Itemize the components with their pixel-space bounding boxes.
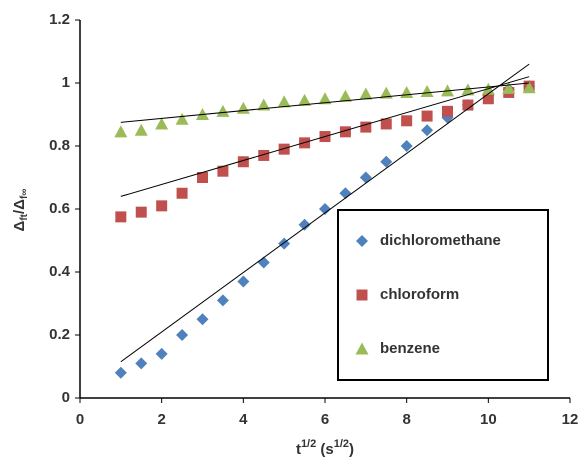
y-tick-label: 0 — [62, 389, 70, 406]
diamond-point — [319, 203, 331, 215]
diamond-point — [135, 357, 148, 370]
square-point — [442, 105, 453, 117]
triangle-point — [522, 81, 536, 94]
legend-label: benzene — [380, 340, 440, 357]
legend-label: dichloromethane — [380, 232, 501, 249]
square-point — [421, 110, 433, 122]
square-point — [339, 126, 351, 138]
legend-box — [337, 209, 549, 381]
triangle-point — [318, 92, 332, 105]
y-tick-label: 0.4 — [49, 263, 71, 280]
square-point — [115, 211, 127, 223]
triangle-point — [420, 85, 434, 98]
triangle-point — [400, 85, 414, 98]
x-label-part: t — [296, 441, 301, 458]
triangle-point — [298, 93, 312, 106]
x-label-part: 1/2 — [301, 438, 316, 450]
x-axis-label: t1/2 (s1/2) — [296, 438, 354, 458]
trendline — [120, 76, 530, 197]
trendline — [120, 82, 530, 123]
triangle-point — [134, 123, 148, 136]
triangle-point — [359, 87, 373, 100]
y-tick-label: 0.2 — [49, 326, 70, 343]
x-tick-label: 12 — [562, 411, 579, 428]
square-point — [135, 206, 147, 218]
triangle-point — [502, 81, 516, 94]
trendline — [120, 63, 530, 363]
triangle-point — [216, 104, 230, 117]
square-point — [197, 172, 208, 183]
diamond-point — [257, 256, 270, 269]
y-label-part: f∞ — [19, 189, 30, 199]
y-tick-label: 1.2 — [49, 11, 70, 28]
square-point — [156, 200, 168, 212]
x-tick-label: 0 — [76, 411, 84, 428]
square-point — [278, 143, 290, 155]
diamond-point — [359, 171, 372, 184]
diamond-point — [155, 347, 168, 360]
square-point — [401, 115, 413, 127]
legend-label: chloroform — [380, 286, 459, 303]
triangle-point — [461, 83, 475, 96]
y-label-part: Δ — [11, 220, 28, 231]
triangle-point — [257, 98, 271, 111]
y-label-part: /Δ — [11, 199, 28, 214]
triangle-point — [379, 86, 393, 99]
square-point — [380, 118, 392, 130]
x-label-part: ) — [349, 441, 354, 458]
x-label-part: 1/2 — [334, 438, 349, 450]
x-tick-label: 4 — [239, 411, 248, 428]
y-label-part: ft — [19, 213, 30, 220]
triangle-point — [236, 101, 250, 114]
x-label-part: (s — [316, 441, 334, 458]
y-tick-label: 1 — [62, 74, 70, 91]
diamond-point — [400, 140, 413, 152]
y-tick-label: 0.8 — [49, 137, 70, 154]
x-tick-label: 6 — [321, 411, 329, 428]
square-point — [356, 289, 368, 301]
diamond-point — [196, 313, 209, 326]
diamond-point — [380, 155, 393, 168]
diamond-point — [216, 294, 229, 307]
square-point — [360, 121, 372, 133]
diamond-point — [356, 235, 368, 247]
y-axis-label: Δft/Δf∞ — [11, 189, 30, 232]
square-point — [237, 156, 249, 168]
diamond-point — [237, 275, 250, 288]
x-tick-label: 2 — [157, 411, 165, 428]
x-tick-label: 10 — [480, 411, 497, 428]
triangle-point — [155, 117, 169, 130]
square-point — [176, 187, 188, 199]
y-tick-label: 0.6 — [49, 200, 70, 217]
triangle-point — [114, 125, 128, 138]
x-tick-label: 8 — [402, 411, 410, 428]
triangle-point — [175, 112, 189, 125]
diamond-point — [114, 366, 127, 379]
diamond-point — [176, 329, 189, 341]
diamond-point — [298, 218, 311, 231]
triangle-point — [277, 95, 291, 108]
square-point — [258, 149, 270, 161]
triangle-point — [338, 89, 352, 102]
square-point — [462, 99, 474, 111]
square-point — [217, 165, 229, 177]
square-point — [482, 93, 494, 105]
diamond-point — [421, 124, 434, 137]
triangle-point — [355, 342, 369, 355]
